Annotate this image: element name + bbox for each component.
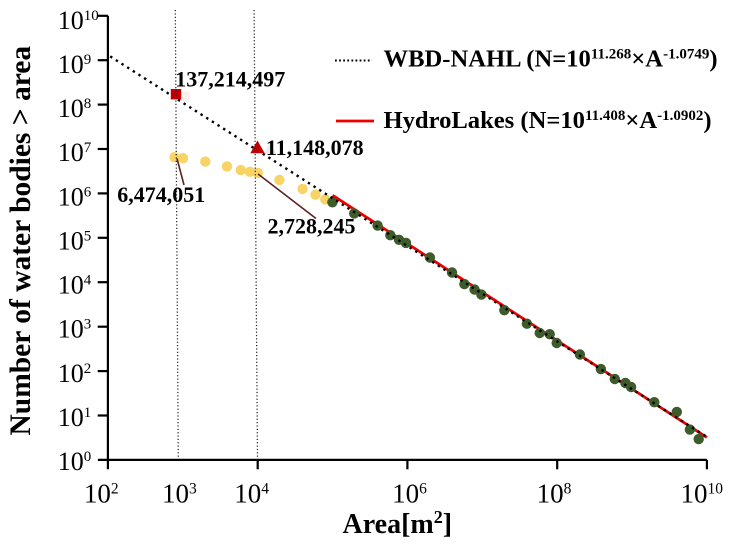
svg-text:1010: 1010 — [58, 6, 99, 35]
svg-text:6,474,051: 6,474,051 — [117, 182, 205, 207]
svg-text:100: 100 — [58, 447, 92, 476]
svg-text:Number of water bodies > area: Number of water bodies > area — [5, 46, 37, 436]
svg-text:WBD-NAHL (N=1011.268×A-1.0749): WBD-NAHL (N=1011.268×A-1.0749) — [384, 46, 718, 73]
svg-text:104: 104 — [234, 479, 269, 509]
svg-text:137,214,497: 137,214,497 — [175, 67, 285, 92]
svg-text:HydroLakes (N=1011.408×A-1.090: HydroLakes (N=1011.408×A-1.0902) — [384, 107, 712, 134]
svg-text:11,148,078: 11,148,078 — [266, 135, 364, 160]
svg-text:2,728,245: 2,728,245 — [268, 213, 356, 238]
